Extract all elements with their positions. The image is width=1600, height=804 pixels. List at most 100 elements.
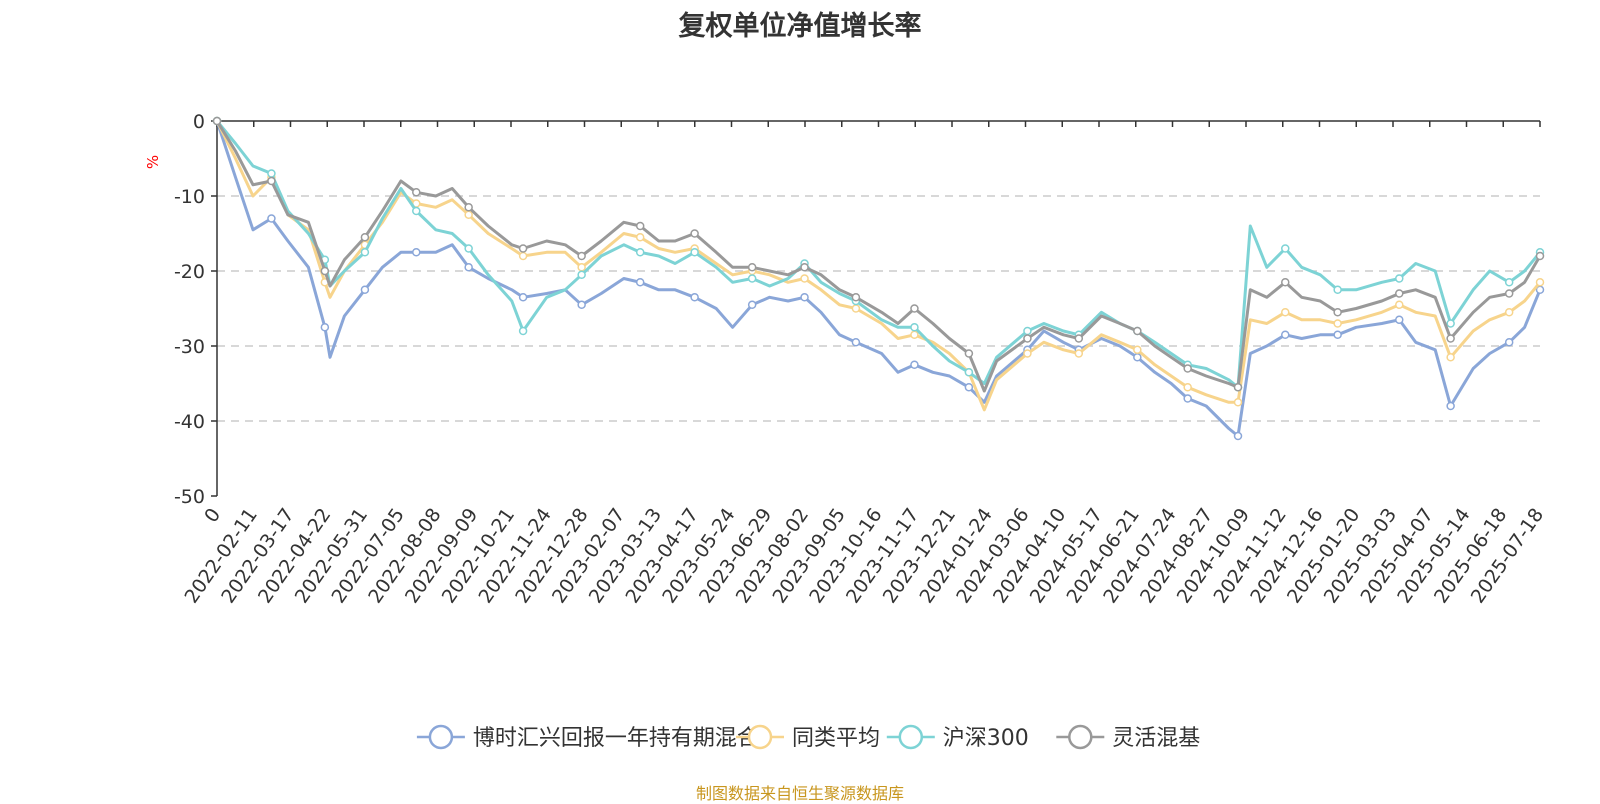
legend-circle-icon — [1068, 724, 1093, 750]
series-point — [1233, 398, 1243, 407]
series-point — [747, 300, 757, 309]
series-point — [1446, 401, 1455, 411]
series-point — [360, 285, 370, 294]
series-point — [267, 214, 276, 223]
series-point — [851, 338, 861, 347]
series-point — [1183, 364, 1192, 373]
series-point — [464, 244, 473, 253]
series-point — [1395, 315, 1404, 324]
series-point — [635, 233, 645, 242]
series-point — [747, 274, 757, 283]
series-point — [1504, 289, 1514, 298]
series-point — [964, 383, 974, 392]
series-point — [1183, 383, 1192, 392]
series-point — [1446, 319, 1455, 328]
series-point — [1395, 274, 1404, 283]
y-tick-label: -50 — [174, 486, 205, 508]
y-tick-label: -40 — [174, 411, 205, 433]
series-point — [851, 293, 861, 302]
series-point — [518, 244, 528, 253]
series-point — [1281, 278, 1290, 287]
series-point — [518, 293, 528, 302]
series-point — [1446, 334, 1455, 343]
legend-label: 博时汇兴回报一年持有期混合 — [473, 726, 759, 751]
series-point — [1333, 319, 1342, 328]
series-point — [1281, 244, 1290, 253]
series-point — [1333, 308, 1342, 317]
series-point — [800, 263, 809, 272]
y-tick-label: -10 — [174, 186, 205, 208]
series-point — [1023, 326, 1032, 336]
series-point — [577, 270, 586, 279]
series-point — [851, 304, 861, 313]
series-point — [464, 263, 473, 272]
series-point — [1333, 330, 1342, 339]
series-point — [577, 251, 586, 261]
series-point — [267, 169, 276, 178]
series-point — [577, 263, 586, 272]
series-point — [267, 176, 276, 186]
series-point — [1281, 308, 1290, 317]
source-note: 制图数据来自恒生聚源数据库 — [695, 784, 904, 803]
series-point — [518, 251, 528, 261]
series-point — [1535, 278, 1545, 287]
series-line-0 — [215, 120, 1542, 438]
series-point — [635, 248, 645, 257]
series-point — [320, 323, 330, 332]
series-point — [690, 293, 699, 302]
legend-circle-icon — [747, 724, 773, 750]
legend-item-1[interactable]: 同类平均 — [736, 724, 880, 751]
series-point — [1074, 334, 1084, 343]
axes: 0-10-20-30-40-50%02022-02-112022-03-1720… — [144, 111, 1548, 607]
series-point — [800, 274, 809, 283]
chart-title: 复权单位净值增长率 — [678, 11, 922, 42]
legend-item-3[interactable]: 灵活混基 — [1056, 724, 1200, 751]
series-point — [320, 266, 330, 276]
series-point — [1446, 353, 1455, 362]
series-line-3 — [215, 120, 1542, 393]
series-point — [1504, 278, 1514, 287]
series-point — [800, 293, 809, 302]
grid-lines — [217, 195, 1540, 422]
series-point — [1074, 349, 1084, 358]
y-axis-unit: % — [144, 155, 162, 169]
legend-item-0[interactable]: 博时汇兴回报一年持有期混合 — [416, 724, 759, 751]
legend[interactable]: 博时汇兴回报一年持有期混合 同类平均 沪深300 灵活混基 — [416, 724, 1200, 751]
series-point — [964, 368, 974, 377]
series-point — [1333, 285, 1342, 294]
legend-label: 同类平均 — [792, 726, 880, 751]
series-point — [1233, 383, 1243, 392]
series-point — [412, 248, 421, 257]
legend-circle-icon — [898, 724, 924, 750]
series-point — [635, 278, 645, 287]
series-point — [464, 203, 473, 212]
series-point — [910, 323, 919, 332]
series-line-1 — [215, 120, 1542, 412]
y-tick-label: 0 — [193, 111, 205, 133]
series-point — [1233, 431, 1243, 441]
series-point — [690, 229, 699, 238]
series-point — [1183, 394, 1192, 403]
series-point — [360, 248, 370, 257]
legend-label: 灵活混基 — [1112, 726, 1200, 751]
series-point — [1504, 308, 1514, 317]
legend-item-2[interactable]: 沪深300 — [886, 724, 1029, 751]
series-point — [412, 206, 421, 216]
series-point — [1133, 345, 1142, 354]
series-point — [412, 188, 421, 197]
series-point — [910, 360, 919, 369]
series-point — [518, 326, 528, 336]
series-point — [577, 300, 586, 309]
series-point — [1395, 289, 1404, 298]
series-point — [964, 349, 974, 358]
series-point — [910, 330, 919, 339]
series-point — [690, 248, 699, 257]
series-point — [910, 304, 919, 313]
series-point — [1395, 300, 1404, 309]
series-point — [747, 263, 757, 272]
y-tick-label: -20 — [174, 261, 205, 283]
series-point — [635, 221, 645, 231]
series-line-2 — [215, 120, 1542, 389]
series-point — [360, 233, 370, 242]
